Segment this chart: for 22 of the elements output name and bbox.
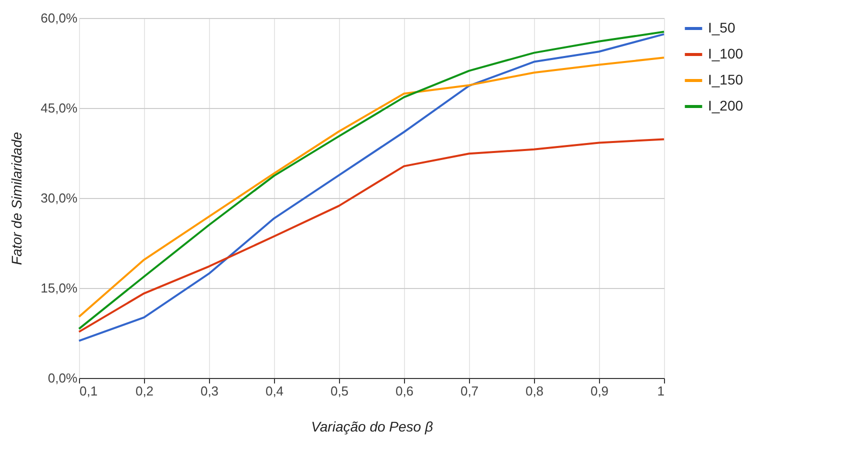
x-tick-label: 0,8 xyxy=(525,384,544,398)
legend-label: I_50 xyxy=(708,20,736,36)
x-tick-label: 0,6 xyxy=(395,384,414,398)
y-axis-title: Fator de Similaridade xyxy=(8,132,25,266)
x-tick-label: 0,2 xyxy=(135,384,154,398)
x-tick-label: 0,7 xyxy=(460,384,479,398)
y-tick-label: 30,0% xyxy=(40,190,78,206)
line-series xyxy=(78,138,665,333)
x-tick-label: 0,3 xyxy=(200,384,219,398)
x-tick-label: 0,9 xyxy=(590,384,609,398)
y-tick-label: 0,0% xyxy=(48,370,78,386)
legend-label: I_150 xyxy=(708,72,744,88)
y-tick-label: 15,0% xyxy=(40,280,78,296)
x-axis-title: Variação do Peso β xyxy=(311,418,433,434)
y-tick-label: 45,0% xyxy=(40,100,78,116)
x-tick-label: 1 xyxy=(657,384,664,398)
x-tick-label: 0,5 xyxy=(330,384,349,398)
x-tick-label: 0,4 xyxy=(265,384,284,398)
legend-label: I_200 xyxy=(708,98,744,114)
legend-label: I_100 xyxy=(708,46,744,62)
y-tick-label: 60,0% xyxy=(40,10,78,26)
x-tick-label: 0,1 xyxy=(80,384,98,398)
